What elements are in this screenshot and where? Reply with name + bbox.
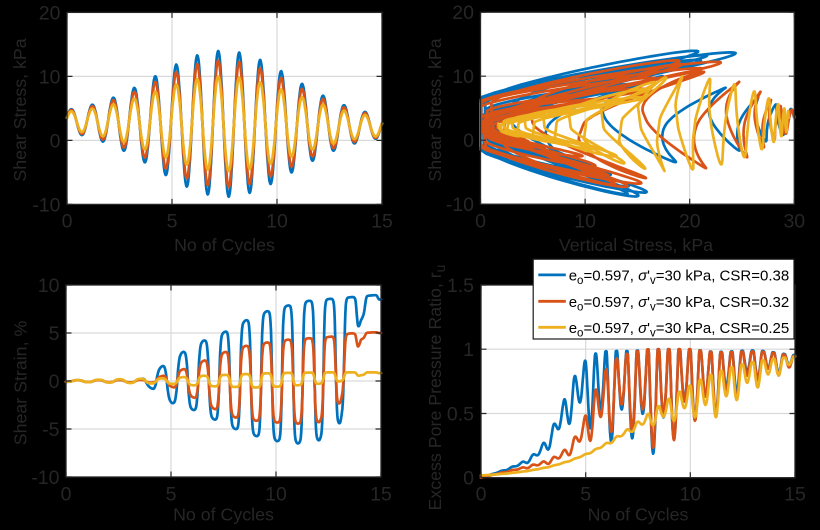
svg-text:0.5: 0.5: [447, 404, 474, 426]
svg-text:-10: -10: [31, 467, 59, 489]
svg-text:1.5: 1.5: [447, 275, 474, 297]
svg-text:20: 20: [679, 211, 701, 233]
svg-text:0: 0: [50, 130, 61, 152]
svg-text:15: 15: [784, 484, 806, 506]
svg-text:0: 0: [475, 211, 486, 233]
svg-text:15: 15: [370, 484, 392, 506]
svg-text:10: 10: [679, 484, 701, 506]
svg-text:No of Cycles: No of Cycles: [588, 505, 689, 525]
svg-text:0: 0: [476, 484, 487, 506]
svg-text:10: 10: [39, 66, 61, 88]
svg-text:eo=0.597, σ'v=30 kPa, CSR=0.25: eo=0.597, σ'v=30 kPa, CSR=0.25: [569, 320, 789, 340]
svg-text:0: 0: [463, 130, 474, 152]
svg-text:20: 20: [452, 2, 474, 24]
svg-text:5: 5: [166, 484, 177, 506]
svg-text:5: 5: [580, 484, 591, 506]
svg-text:eo=0.597, σ'v=30 kPa, CSR=0.38: eo=0.597, σ'v=30 kPa, CSR=0.38: [569, 267, 789, 287]
svg-text:0: 0: [61, 484, 72, 506]
svg-text:0: 0: [463, 468, 474, 490]
svg-text:0: 0: [62, 211, 73, 233]
svg-text:5: 5: [49, 323, 60, 345]
svg-text:No of Cycles: No of Cycles: [173, 505, 274, 525]
svg-text:-5: -5: [42, 419, 59, 441]
svg-text:Shear Stress, kPa: Shear Stress, kPa: [10, 38, 30, 181]
svg-text:30: 30: [783, 211, 805, 233]
svg-text:20: 20: [39, 2, 61, 24]
svg-text:10: 10: [38, 275, 60, 297]
svg-text:No of Cycles: No of Cycles: [174, 235, 275, 255]
svg-text:15: 15: [371, 211, 393, 233]
svg-text:Excess Pore Pressure Ratio, ru: Excess Pore Pressure Ratio, ru: [425, 265, 448, 511]
svg-text:10: 10: [265, 484, 287, 506]
svg-text:Vertical Stress, kPa: Vertical Stress, kPa: [559, 235, 713, 255]
svg-text:0: 0: [49, 371, 60, 393]
svg-text:Shear Stress, kPa: Shear Stress, kPa: [425, 38, 445, 181]
svg-text:eo=0.597, σ'v=30 kPa, CSR=0.32: eo=0.597, σ'v=30 kPa, CSR=0.32: [569, 294, 789, 314]
svg-text:Shear Strain, %: Shear Strain, %: [11, 321, 31, 446]
svg-text:5: 5: [167, 211, 178, 233]
svg-text:-10: -10: [32, 194, 60, 216]
svg-text:-10: -10: [446, 194, 474, 216]
svg-text:10: 10: [574, 211, 596, 233]
svg-text:10: 10: [266, 211, 288, 233]
svg-text:1: 1: [463, 339, 474, 361]
svg-text:10: 10: [452, 66, 474, 88]
